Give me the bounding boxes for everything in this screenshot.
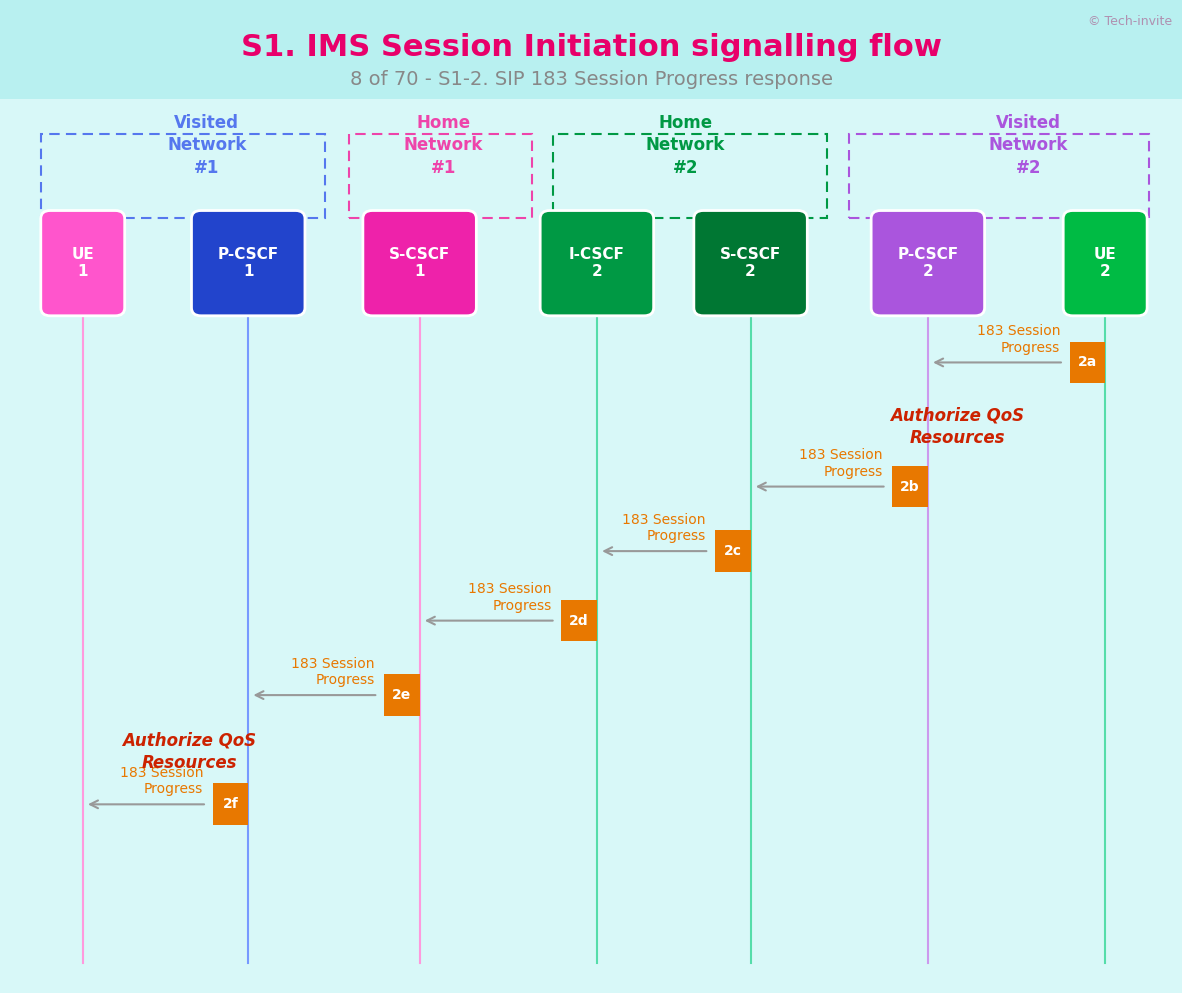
Text: 2c: 2c (723, 544, 742, 558)
Text: I-CSCF
2: I-CSCF 2 (569, 247, 625, 279)
FancyBboxPatch shape (1070, 342, 1105, 383)
Text: 183 Session
Progress: 183 Session Progress (468, 583, 552, 613)
FancyBboxPatch shape (892, 466, 928, 507)
FancyBboxPatch shape (384, 674, 420, 716)
Text: 2a: 2a (1078, 355, 1097, 369)
Text: Visited
Network
#2: Visited Network #2 (988, 114, 1069, 177)
Text: P-CSCF
1: P-CSCF 1 (217, 247, 279, 279)
Text: S-CSCF
2: S-CSCF 2 (720, 247, 781, 279)
Bar (349, 134, 532, 218)
Text: 2d: 2d (570, 614, 589, 628)
Bar (849, 134, 1149, 218)
FancyBboxPatch shape (871, 211, 985, 316)
Text: © Tech-invite: © Tech-invite (1089, 15, 1173, 29)
FancyBboxPatch shape (363, 211, 476, 316)
Text: 183 Session
Progress: 183 Session Progress (976, 325, 1060, 355)
Text: Authorize QoS
Resources: Authorize QoS Resources (122, 732, 256, 772)
Text: 8 of 70 - S1-2. SIP 183 Session Progress response: 8 of 70 - S1-2. SIP 183 Session Progress… (350, 70, 832, 89)
Text: P-CSCF
2: P-CSCF 2 (897, 247, 959, 279)
Text: Visited
Network
#1: Visited Network #1 (167, 114, 247, 177)
Text: Home
Network
#1: Home Network #1 (403, 114, 483, 177)
FancyBboxPatch shape (41, 211, 125, 316)
FancyBboxPatch shape (540, 211, 654, 316)
Text: 183 Session
Progress: 183 Session Progress (291, 657, 375, 687)
Text: S1. IMS Session Initiation signalling flow: S1. IMS Session Initiation signalling fl… (241, 33, 941, 63)
Text: UE
1: UE 1 (71, 247, 95, 279)
FancyBboxPatch shape (191, 211, 305, 316)
FancyBboxPatch shape (213, 783, 248, 825)
Text: 183 Session
Progress: 183 Session Progress (119, 767, 203, 796)
Text: 2f: 2f (222, 797, 239, 811)
Text: Home
Network
#2: Home Network #2 (645, 114, 726, 177)
FancyBboxPatch shape (561, 600, 597, 641)
Text: 2e: 2e (392, 688, 411, 702)
Bar (553, 134, 827, 218)
Bar (41, 134, 325, 218)
Text: Authorize QoS
Resources: Authorize QoS Resources (890, 407, 1025, 447)
Text: 2b: 2b (901, 480, 920, 494)
Text: 183 Session
Progress: 183 Session Progress (622, 513, 706, 543)
FancyBboxPatch shape (1064, 211, 1147, 316)
Text: 183 Session
Progress: 183 Session Progress (799, 449, 883, 479)
Bar (0, 0, 1182, 99)
Text: UE
2: UE 2 (1093, 247, 1117, 279)
FancyBboxPatch shape (715, 530, 751, 572)
Text: S-CSCF
1: S-CSCF 1 (389, 247, 450, 279)
FancyBboxPatch shape (694, 211, 807, 316)
